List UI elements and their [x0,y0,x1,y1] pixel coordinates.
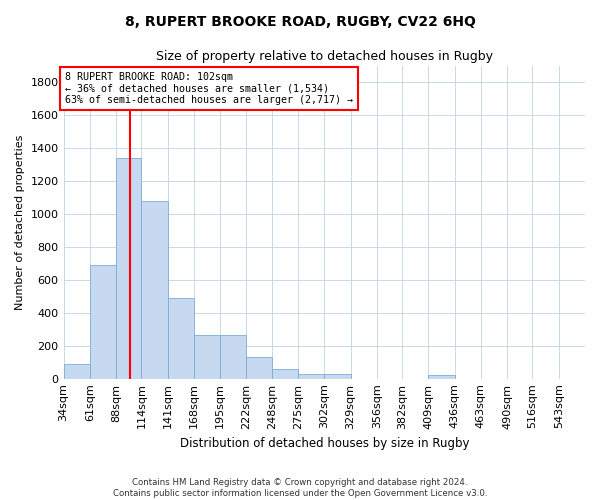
Bar [298,374,324,378]
Bar [64,364,90,378]
X-axis label: Distribution of detached houses by size in Rugby: Distribution of detached houses by size … [179,437,469,450]
Y-axis label: Number of detached properties: Number of detached properties [15,134,25,310]
Bar [116,158,142,378]
Bar [428,376,455,378]
Bar [247,358,272,378]
Bar [167,298,194,378]
Text: 8, RUPERT BROOKE ROAD, RUGBY, CV22 6HQ: 8, RUPERT BROOKE ROAD, RUGBY, CV22 6HQ [125,15,475,29]
Bar [142,200,167,378]
Text: 8 RUPERT BROOKE ROAD: 102sqm
← 36% of detached houses are smaller (1,534)
63% of: 8 RUPERT BROOKE ROAD: 102sqm ← 36% of de… [65,72,353,106]
Bar [324,374,350,378]
Title: Size of property relative to detached houses in Rugby: Size of property relative to detached ho… [156,50,493,63]
Bar [194,335,220,378]
Bar [90,265,116,378]
Bar [272,369,298,378]
Text: Contains HM Land Registry data © Crown copyright and database right 2024.
Contai: Contains HM Land Registry data © Crown c… [113,478,487,498]
Bar [220,335,247,378]
